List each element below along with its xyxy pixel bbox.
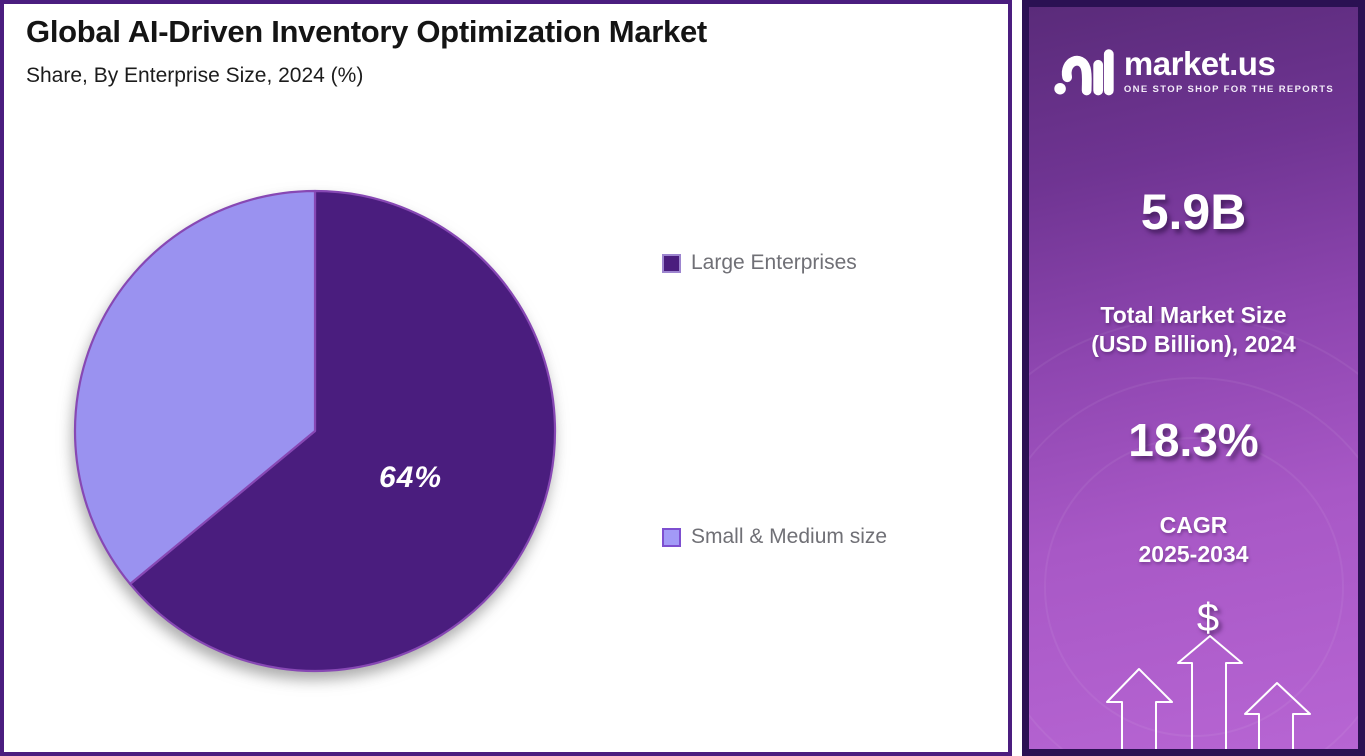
pie-chart: 64% [69,185,561,677]
legend-swatch-large-enterprises [662,253,681,273]
up-arrow-icon [1177,635,1243,749]
growth-arrows-graphic: $ [1106,596,1311,749]
pie-data-label: 64% [379,461,442,494]
stat-cagr-value: 18.3% [1128,414,1259,466]
brand-name: market.us [1123,45,1276,82]
up-arrow-icon [1106,668,1173,749]
pie-chart-svg: 64% [73,189,557,673]
stat-label-line: Total Market Size [1100,302,1287,328]
legend-swatch-small-medium-size [662,527,681,547]
legend-label: Small & Medium size [691,525,888,548]
legend-item-large-enterprises[interactable]: Large Enterprises [662,251,857,275]
sidebar: market.us ONE STOP SHOP FOR THE REPORTS … [1022,0,1365,756]
pie-slice-large-enterprises[interactable] [128,189,557,673]
chart-panel: Global AI-Driven Inventory Optimization … [0,0,1012,756]
brand-tagline: ONE STOP SHOP FOR THE REPORTS [1123,84,1335,95]
page-subtitle: Share, By Enterprise Size, 2024 (%) [26,64,364,87]
stat-market-size-value: 5.9B [1140,184,1247,240]
stat-market-size-label: Total Market Size (USD Billion), 2024 [1029,301,1358,360]
marketus-logo-icon [1054,49,1114,96]
legend-label: Large Enterprises [691,251,857,274]
legend-item-small-medium-size[interactable]: Small & Medium size [662,525,887,549]
stat-label-line: (USD Billion), 2024 [1091,331,1296,358]
ripple-decoration [1029,317,1358,749]
dollar-sign-icon: $ [1197,596,1219,640]
pie-slice-small-medium-size[interactable] [73,189,317,586]
up-arrow-icon [1244,682,1311,749]
page-title: Global AI-Driven Inventory Optimization … [26,14,707,49]
stat-label-line: 2025-2034 [1138,541,1249,568]
brand-logo: market.us ONE STOP SHOP FOR THE REPORTS [1029,45,1358,97]
stat-cagr-label: CAGR 2025-2034 [1029,511,1358,570]
stat-label-line: CAGR [1159,512,1228,538]
